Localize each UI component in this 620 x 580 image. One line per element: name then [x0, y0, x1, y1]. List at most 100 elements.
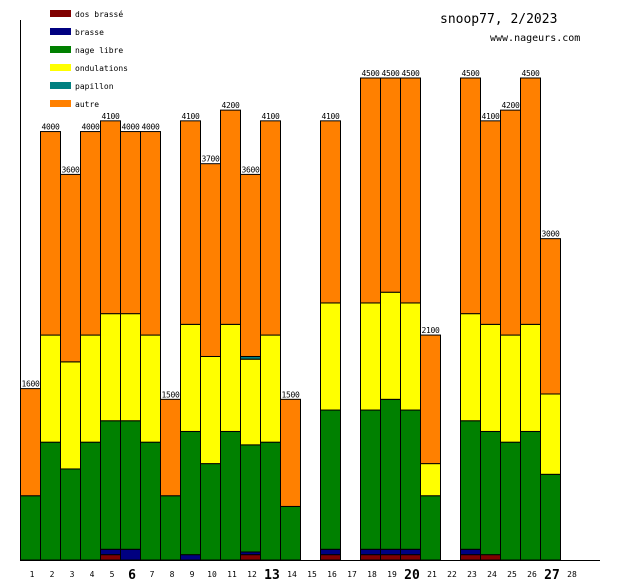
bar-segment-dos-brassé-day-20	[400, 554, 421, 561]
x-tick-label-16: 16	[327, 570, 337, 579]
chart-subtitle: www.nageurs.com	[490, 33, 580, 44]
x-tick-label-9: 9	[190, 570, 195, 579]
bar-segment-autre-day-1	[20, 388, 41, 497]
bar-segment-autre-day-2	[40, 131, 61, 336]
bar-segment-nage-libre-day-18	[360, 409, 381, 550]
legend-swatch-brasse	[50, 28, 71, 35]
x-tick-label-21: 21	[427, 570, 437, 579]
bar-segment-ondulations-day-21	[420, 463, 441, 497]
total-label-day-1: 1600	[21, 380, 40, 389]
legend-label-papillon: papillon	[75, 82, 114, 91]
total-label-day-7: 4000	[141, 123, 160, 132]
bar-segment-nage-libre-day-20	[400, 409, 421, 550]
x-tick-label-26: 26	[527, 570, 537, 579]
total-label-day-5: 4100	[101, 112, 120, 121]
bar-segment-brasse-day-5	[100, 548, 121, 556]
bar-segment-autre-day-4	[80, 131, 101, 336]
bar-segment-autre-day-7	[140, 131, 161, 336]
x-tick-label-7: 7	[150, 570, 155, 579]
legend-swatch-nage-libre	[50, 46, 71, 53]
bar-segment-brasse-day-20	[400, 548, 421, 556]
legend-swatch-autre	[50, 100, 71, 107]
bar-segment-nage-libre-day-6	[120, 420, 141, 550]
x-tick-label-13: 13	[264, 568, 280, 580]
bar-segment-autre-day-23	[460, 77, 481, 315]
bar-segment-nage-libre-day-14	[280, 505, 301, 561]
bar-segment-ondulations-day-3	[60, 361, 81, 470]
bar-segment-nage-libre-day-26	[520, 430, 541, 561]
total-label-day-11: 4200	[221, 101, 240, 110]
bar-segment-brasse-day-6	[120, 548, 141, 561]
x-tick-label-17: 17	[347, 570, 357, 579]
legend-label-ondulations: ondulations	[75, 64, 128, 73]
bar-segment-autre-day-21	[420, 334, 441, 465]
total-label-day-13: 4100	[261, 112, 280, 121]
bar-segment-autre-day-5	[100, 120, 121, 315]
total-label-day-26: 4500	[521, 69, 540, 78]
bar-segment-nage-libre-day-10	[200, 463, 221, 561]
bar-segment-ondulations-day-5	[100, 313, 121, 422]
bar-segment-brasse-day-16	[320, 548, 341, 556]
x-tick-label-22: 22	[447, 570, 457, 579]
bar-segment-autre-day-26	[520, 77, 541, 325]
total-label-day-27: 3000	[541, 230, 560, 239]
bar-segment-autre-day-19	[380, 77, 401, 293]
bar-segment-autre-day-3	[60, 173, 81, 363]
bar-segment-ondulations-day-18	[360, 302, 381, 411]
total-label-day-4: 4000	[81, 123, 100, 132]
x-tick-label-24: 24	[487, 570, 497, 579]
x-tick-label-28: 28	[567, 570, 577, 579]
total-label-day-18: 4500	[361, 69, 380, 78]
bar-segment-ondulations-day-12	[240, 358, 261, 446]
x-tick-label-2: 2	[50, 570, 55, 579]
total-label-day-20: 4500	[401, 69, 420, 78]
total-label-day-12: 3600	[241, 165, 260, 174]
bar-segment-nage-libre-day-2	[40, 441, 61, 561]
total-label-day-14: 1500	[281, 390, 300, 399]
legend-swatch-dos-brassé	[50, 10, 71, 17]
legend: dos brassé brasse nage libre ondulations pap…	[50, 9, 128, 109]
bar-segment-nage-libre-day-8	[160, 495, 181, 561]
bar-segment-nage-libre-day-3	[60, 468, 81, 561]
bar-segment-nage-libre-day-27	[540, 473, 561, 561]
bar-segment-nage-libre-day-24	[480, 430, 501, 556]
bar-segment-nage-libre-day-1	[20, 495, 41, 561]
bar-segment-ondulations-day-27	[540, 393, 561, 475]
legend-label-brasse: brasse	[75, 28, 104, 37]
bar-segment-autre-day-10	[200, 163, 221, 357]
bar-segment-dos-brassé-day-18	[360, 554, 381, 561]
bar-segment-nage-libre-day-16	[320, 409, 341, 550]
bar-segment-ondulations-day-25	[500, 334, 521, 443]
bar-segment-brasse-day-9	[180, 554, 201, 561]
total-label-day-24: 4100	[481, 112, 500, 121]
bar-segment-autre-day-9	[180, 120, 201, 325]
legend-label-dos-brassé: dos brassé	[75, 9, 123, 19]
x-tick-label-15: 15	[307, 570, 317, 579]
bar-segment-nage-libre-day-11	[220, 430, 241, 561]
bar-segment-autre-day-8	[160, 398, 181, 497]
bar-segment-nage-libre-day-13	[260, 441, 281, 561]
total-label-day-2: 4000	[41, 123, 60, 132]
bar-segment-autre-day-27	[540, 238, 561, 395]
bar-segment-ondulations-day-10	[200, 355, 221, 465]
legend-label-autre: autre	[75, 100, 99, 109]
bar-segment-autre-day-18	[360, 77, 381, 304]
bar-segment-ondulations-day-16	[320, 302, 341, 411]
bar-segment-autre-day-12	[240, 173, 261, 357]
x-tick-label-11: 11	[227, 570, 237, 579]
bar-segment-ondulations-day-4	[80, 334, 101, 443]
x-tick-label-14: 14	[287, 570, 297, 579]
bar-segment-nage-libre-day-19	[380, 398, 401, 550]
bar-segment-autre-day-14	[280, 398, 301, 507]
bar-segment-dos-brassé-day-16	[320, 554, 341, 561]
bar-segment-ondulations-day-2	[40, 334, 61, 443]
x-tick-label-19: 19	[387, 570, 397, 579]
bar-segment-dos-brassé-day-19	[380, 554, 401, 561]
bar-segment-dos-brassé-day-24	[480, 554, 501, 561]
bar-segment-ondulations-day-11	[220, 323, 241, 432]
x-tick-label-25: 25	[507, 570, 517, 579]
total-label-day-16: 4100	[321, 112, 340, 121]
x-tick-label-5: 5	[110, 570, 115, 579]
bars	[20, 77, 561, 561]
bar-segment-ondulations-day-23	[460, 313, 481, 422]
